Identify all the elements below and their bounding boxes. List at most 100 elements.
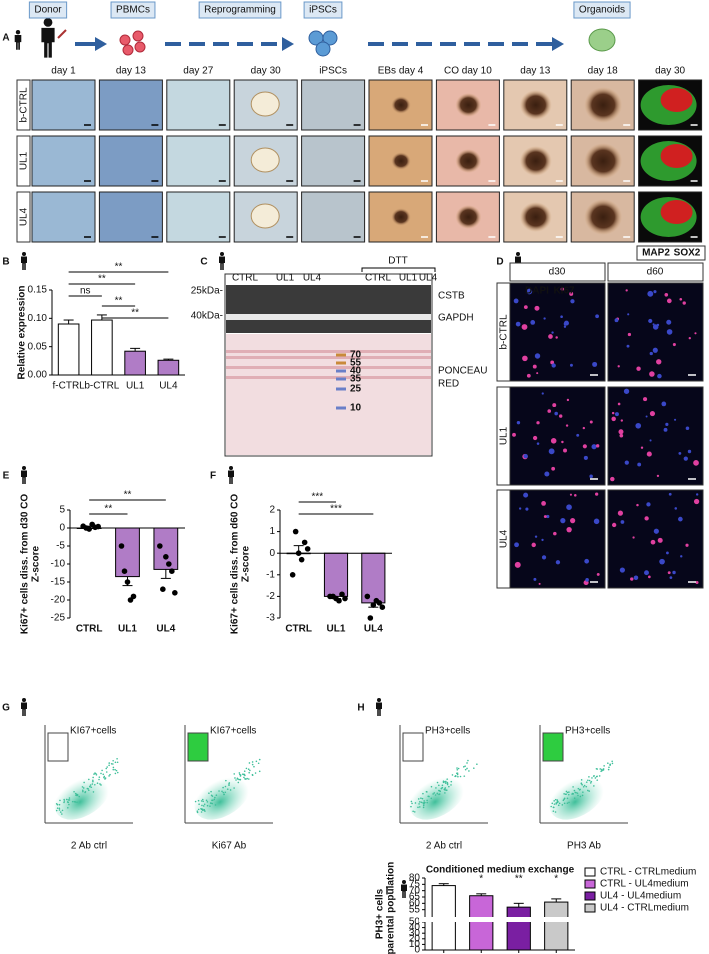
event: [222, 791, 225, 794]
organoid: [519, 202, 552, 232]
event: [112, 763, 114, 765]
event: [464, 768, 467, 771]
data-point: [304, 546, 311, 552]
event: [445, 789, 448, 792]
nucleus: [532, 435, 538, 441]
bar: [469, 895, 494, 951]
event: [84, 791, 86, 794]
nucleus: [667, 571, 671, 575]
nucleus: [646, 451, 652, 457]
event: [66, 801, 69, 803]
y-tick-label: 2: [269, 505, 275, 516]
nucleus: [563, 320, 569, 326]
event: [579, 795, 582, 798]
cell-cloud: [409, 770, 467, 820]
event: [463, 775, 466, 777]
condition-label: 2 Ab ctrl: [71, 841, 107, 852]
event: [436, 781, 439, 784]
event: [203, 803, 206, 806]
significance-label: *: [554, 874, 558, 885]
person-icon: [402, 880, 406, 884]
bar: [323, 552, 349, 597]
nucleus: [534, 353, 541, 359]
event: [209, 805, 211, 807]
legend-swatch: [584, 903, 596, 913]
arrowhead: [552, 37, 564, 51]
nucleus: [531, 542, 536, 548]
event: [434, 794, 437, 796]
event: [438, 789, 441, 792]
nucleus: [553, 531, 557, 536]
bar: [115, 527, 140, 578]
event: [76, 801, 78, 804]
nucleus: [595, 444, 600, 448]
event: [112, 768, 115, 771]
person-icon: [220, 252, 224, 256]
organoid: [391, 96, 411, 114]
data-point: [373, 597, 380, 604]
gate-label: KI67+cells: [210, 726, 256, 737]
event: [89, 785, 91, 788]
day-label: day 30: [655, 66, 685, 77]
micrograph: [607, 386, 704, 486]
day-label: day 18: [588, 66, 618, 77]
nucleus: [583, 455, 588, 460]
data-point: [289, 572, 296, 578]
event: [572, 793, 575, 795]
data-point: [121, 568, 128, 574]
ladder-band: [336, 387, 346, 391]
band-label: PONCEAU: [438, 366, 487, 377]
nucleus: [627, 313, 630, 316]
significance-label: **: [115, 296, 123, 307]
lane-label: CTRL: [365, 273, 392, 284]
event: [82, 789, 84, 792]
event: [98, 776, 101, 778]
event: [587, 779, 589, 782]
ladder-band: [336, 377, 346, 381]
nucleus: [566, 526, 572, 533]
legend-label: UL4 - UL4medium: [600, 891, 681, 902]
panel-label: H: [357, 703, 364, 714]
colony: [250, 91, 280, 117]
micrograph: [301, 135, 366, 187]
nucleus: [649, 439, 652, 442]
event: [115, 769, 118, 772]
event: [426, 799, 428, 802]
nucleus: [619, 567, 626, 573]
stage-box: [110, 1, 156, 19]
nucleus: [666, 298, 672, 304]
nucleus: [541, 392, 544, 395]
event: [233, 787, 235, 789]
y-tick-label: -1: [266, 569, 275, 580]
significance-label: **: [98, 274, 106, 285]
event: [78, 795, 81, 798]
event: [109, 773, 111, 776]
nucleus: [649, 351, 653, 356]
arrowhead: [282, 37, 294, 51]
event: [251, 774, 254, 777]
nucleus: [626, 344, 630, 348]
x-tick-label: UL4: [159, 381, 178, 392]
event: [196, 811, 199, 814]
nucleus: [569, 493, 572, 496]
nucleus: [683, 456, 688, 461]
event: [410, 800, 413, 803]
event: [442, 780, 445, 783]
nucleus: [560, 287, 564, 291]
event: [476, 763, 478, 766]
ipsc-icon: [322, 30, 338, 46]
nucleus: [693, 498, 700, 505]
event: [596, 775, 598, 778]
event: [603, 765, 605, 767]
nucleus: [618, 429, 624, 435]
stage-label: Organoids: [579, 5, 625, 16]
nucleus: [636, 366, 641, 371]
stage-box: [573, 1, 631, 19]
nucleus: [652, 347, 658, 353]
event: [455, 772, 458, 775]
y-label: Ki67+ cells diss. from d60 CO: [230, 494, 241, 635]
event: [197, 799, 200, 802]
event: [76, 793, 79, 796]
